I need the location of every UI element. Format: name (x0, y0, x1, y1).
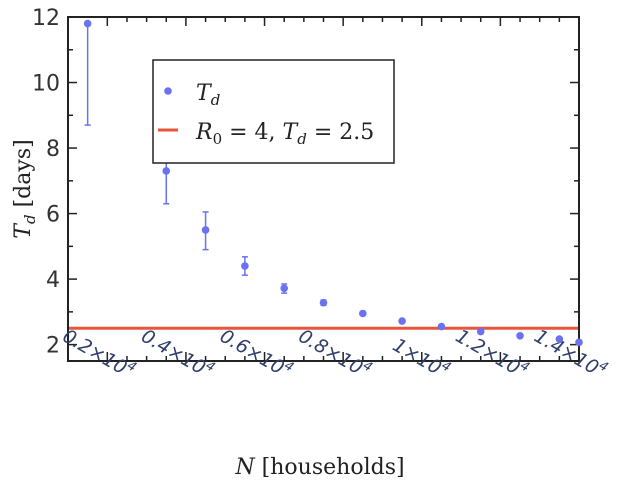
y-tick-label: 6 (46, 203, 60, 228)
data-point (516, 331, 524, 340)
data-point (280, 283, 288, 294)
data-marker (516, 331, 524, 340)
data-point (398, 317, 406, 325)
legend-box (152, 59, 395, 164)
y-axis-title-sub: d (21, 214, 39, 224)
x-axis-title: N [households] (234, 455, 404, 480)
legend-td-symbol: T (196, 81, 213, 106)
data-marker (162, 167, 171, 175)
legend-label-ref: R0 = 4, Td = 2.5 (195, 120, 374, 148)
data-marker (319, 298, 328, 307)
legend-marker-td (164, 87, 172, 95)
y-axis-title: Td [days] (11, 139, 39, 238)
data-point (437, 322, 446, 331)
data-point (555, 335, 564, 343)
y-tick-labels: 2 4 6 8 10 12 (32, 6, 60, 359)
data-point (476, 327, 485, 336)
x-axis-title-rest: [households] (255, 455, 405, 480)
legend-ref-rest2: = 2.5 (307, 120, 374, 145)
data-point (575, 338, 583, 347)
data-marker (83, 19, 92, 28)
legend-td-sub: d (211, 91, 221, 109)
data-point (83, 19, 92, 126)
legend-ref-r-symbol: R (195, 120, 213, 145)
legend-label-td: Td (196, 81, 220, 109)
y-tick-label: 12 (32, 6, 60, 31)
y-tick-label: 10 (32, 72, 60, 97)
legend-ref-t-sub: d (297, 130, 307, 148)
legend-ref-rest1: = 4, (222, 120, 282, 145)
data-marker (398, 317, 406, 325)
data-point (319, 298, 328, 307)
data-point (359, 309, 367, 318)
data-marker (201, 226, 210, 234)
data-marker (359, 309, 367, 318)
y-tick-label: 2 (46, 334, 60, 359)
data-marker (437, 322, 446, 331)
data-marker (241, 262, 249, 270)
axis-ticks (68, 16, 580, 361)
y-tick-label: 8 (46, 137, 60, 162)
data-point (201, 211, 210, 251)
x-axis-title-symbol: N (234, 455, 255, 480)
legend-ref-t-symbol: T (283, 120, 300, 145)
y-tick-label: 4 (46, 268, 60, 293)
data-marker (575, 338, 583, 347)
y-axis-title-rest: [days] (11, 139, 36, 214)
data-marker (476, 327, 485, 336)
data-point (241, 256, 249, 276)
legend: Td R0 = 4, Td = 2.5 (152, 59, 395, 164)
legend-ref-r-sub: 0 (213, 130, 223, 148)
y-axis-title-symbol: T (11, 222, 36, 239)
data-marker (555, 335, 564, 343)
data-points (83, 19, 583, 347)
data-marker (280, 284, 288, 293)
